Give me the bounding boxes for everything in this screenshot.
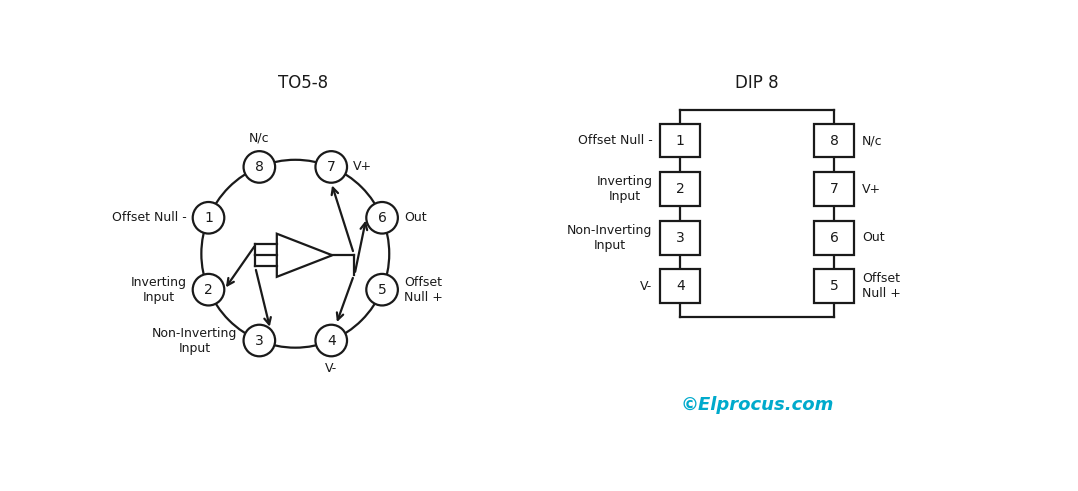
Circle shape (367, 202, 398, 234)
Text: Offset
Null +: Offset Null + (404, 275, 443, 303)
Circle shape (244, 151, 275, 183)
Circle shape (367, 274, 398, 305)
Circle shape (244, 325, 275, 356)
Circle shape (193, 202, 224, 234)
Text: 5: 5 (377, 283, 386, 297)
FancyBboxPatch shape (814, 124, 855, 158)
Text: ©Elprocus.com: ©Elprocus.com (680, 396, 834, 413)
Circle shape (193, 274, 224, 305)
Text: 2: 2 (204, 283, 212, 297)
FancyBboxPatch shape (814, 172, 855, 206)
FancyBboxPatch shape (660, 172, 701, 206)
Text: 3: 3 (676, 231, 685, 245)
Text: TO5-8: TO5-8 (278, 74, 328, 91)
Text: 8: 8 (830, 134, 839, 147)
FancyBboxPatch shape (814, 269, 855, 303)
FancyBboxPatch shape (814, 220, 855, 254)
Text: Inverting
Input: Inverting Input (130, 275, 186, 303)
Text: 8: 8 (254, 160, 264, 174)
Text: 6: 6 (830, 231, 839, 245)
Text: Out: Out (404, 211, 427, 224)
Text: 3: 3 (255, 333, 264, 348)
Text: N/c: N/c (862, 134, 883, 147)
Text: 5: 5 (830, 279, 839, 293)
FancyBboxPatch shape (660, 124, 701, 158)
Text: V+: V+ (354, 161, 372, 173)
Text: 4: 4 (676, 279, 685, 293)
Text: 1: 1 (204, 211, 213, 225)
FancyBboxPatch shape (660, 269, 701, 303)
Text: Offset
Null +: Offset Null + (862, 272, 901, 300)
Text: 1: 1 (676, 134, 685, 147)
Circle shape (316, 325, 347, 356)
Text: 6: 6 (377, 211, 387, 225)
Text: Offset Null -: Offset Null - (112, 211, 186, 224)
Text: DIP 8: DIP 8 (735, 74, 779, 91)
Text: V+: V+ (862, 183, 881, 195)
Text: Offset Null -: Offset Null - (578, 134, 652, 147)
Text: 4: 4 (327, 333, 335, 348)
Text: 7: 7 (830, 182, 839, 196)
Text: V-: V- (326, 362, 337, 376)
FancyBboxPatch shape (660, 220, 701, 254)
Text: Non-Inverting
Input: Non-Inverting Input (567, 223, 652, 251)
Text: N/c: N/c (249, 132, 270, 145)
Text: 7: 7 (327, 160, 335, 174)
Text: V-: V- (640, 279, 652, 293)
Text: Inverting
Input: Inverting Input (596, 175, 652, 203)
Text: Out: Out (862, 231, 885, 244)
Circle shape (316, 151, 347, 183)
Text: Non-Inverting
Input: Non-Inverting Input (152, 327, 237, 355)
Text: 2: 2 (676, 182, 685, 196)
